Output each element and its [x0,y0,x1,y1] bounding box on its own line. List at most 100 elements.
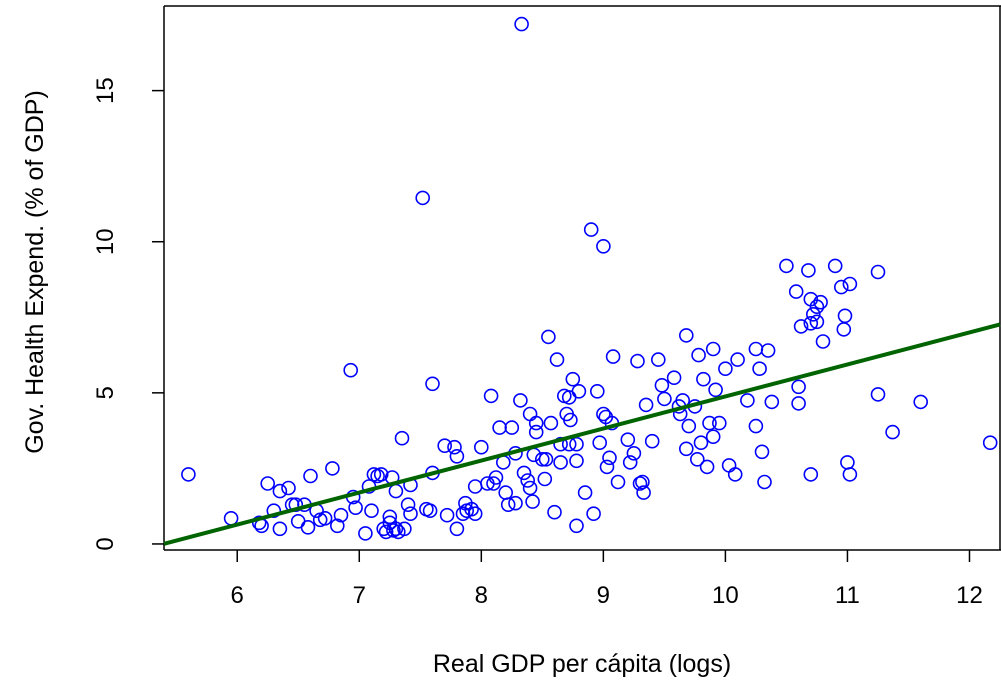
data-point [702,415,717,431]
data-point [498,485,514,500]
data-point [842,276,858,292]
data-point [681,418,697,434]
data-point [415,190,431,206]
data-point [513,393,528,408]
data-point [805,306,821,322]
data-point [528,424,544,440]
data-point [534,451,550,467]
data-point [632,476,648,491]
data-point [473,439,489,455]
data-point [699,459,715,475]
data-point [836,322,852,337]
data-point [364,503,379,519]
data-point [678,441,694,457]
data-point [586,506,601,522]
y-axis-title: Gov. Health Expend. (% of GDP) [21,90,49,454]
data-point [711,415,727,431]
data-point [333,507,349,523]
data-point [583,222,599,237]
data-point [764,394,780,410]
data-point [757,474,772,490]
data-point [827,258,843,274]
data-point [599,459,615,475]
data-point [666,370,682,386]
data-point [605,349,621,364]
data-point [809,299,825,315]
data-point [885,424,900,440]
data-point [657,391,672,407]
data-point [718,361,733,377]
data-point [752,361,767,377]
data-point [803,315,819,331]
data-point [358,526,373,541]
data-point [272,521,288,537]
data-point [382,509,398,525]
data-point [760,343,776,358]
data-point [397,521,412,537]
data-point [378,524,394,540]
data-points [181,16,998,541]
data-point [793,319,809,334]
data-point [837,308,853,324]
data-point [317,510,333,526]
data-point [803,467,819,482]
data-point [833,279,849,295]
data-point [300,519,316,535]
data-point [272,483,288,499]
data-point [266,503,282,519]
data-point [577,485,593,500]
data-point [610,474,626,490]
data-point [514,16,529,32]
data-point [553,455,568,470]
data-point [809,314,825,330]
data-point [693,435,709,451]
data-point [602,450,617,466]
data-point [569,436,584,452]
data-point [748,341,764,357]
data-point [251,515,267,531]
data-point [528,415,544,431]
regression-line [163,322,1001,546]
data-point [622,455,638,470]
data-point [447,439,462,455]
data-point [563,412,578,428]
y-tick-label: 5 [92,386,119,399]
x-tick-label: 10 [712,582,739,609]
x-tick-label: 8 [475,582,488,609]
data-point [982,435,998,451]
data-point [644,433,660,449]
data-point [678,328,694,343]
data-point [437,438,453,454]
data-point [815,334,831,349]
data-point [525,494,540,509]
data-point [504,420,520,435]
data-point [303,468,318,484]
data-point [840,455,855,470]
y-tick-label: 15 [92,77,119,104]
plot-area [163,5,1001,551]
data-point [520,473,536,488]
data-point [343,362,359,378]
data-point [571,383,587,399]
data-point [691,347,706,363]
data-point [870,387,886,402]
data-point [388,521,404,537]
data-point [537,471,553,487]
data-point [870,264,886,280]
data-point [748,418,764,434]
data-point [508,495,523,511]
data-point [439,507,455,523]
data-point [813,294,828,310]
data-point [329,518,345,534]
data-point [788,284,804,299]
x-tick-label: 6 [231,582,244,609]
data-point [565,371,581,387]
data-point [373,467,389,482]
data-point [635,474,650,490]
y-tick-label: 0 [92,537,119,550]
data-point [488,470,504,485]
data-point [290,513,306,529]
data-point [449,521,465,537]
data-point [596,406,611,422]
data-point [626,445,642,461]
